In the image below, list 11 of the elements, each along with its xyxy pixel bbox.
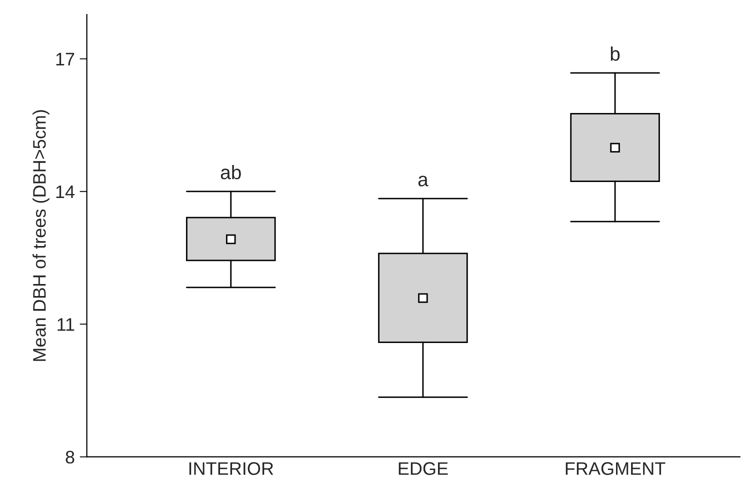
y-tick-label: 14 [56, 186, 74, 198]
x-tick-label: FRAGMENT [566, 462, 666, 475]
y-axis-title: Mean DBH of trees (DBH>5cm) [32, 110, 50, 361]
x-tick-label: INTERIOR [189, 462, 274, 475]
y-tick-label: 17 [56, 52, 74, 66]
x-tick-label: EDGE [398, 462, 448, 475]
y-tick-label: 8 [66, 450, 74, 464]
annotation: ab [220, 165, 241, 180]
y-tick-label: 11 [58, 318, 74, 331]
annotation: b [610, 46, 620, 61]
annotation: a [418, 176, 428, 186]
